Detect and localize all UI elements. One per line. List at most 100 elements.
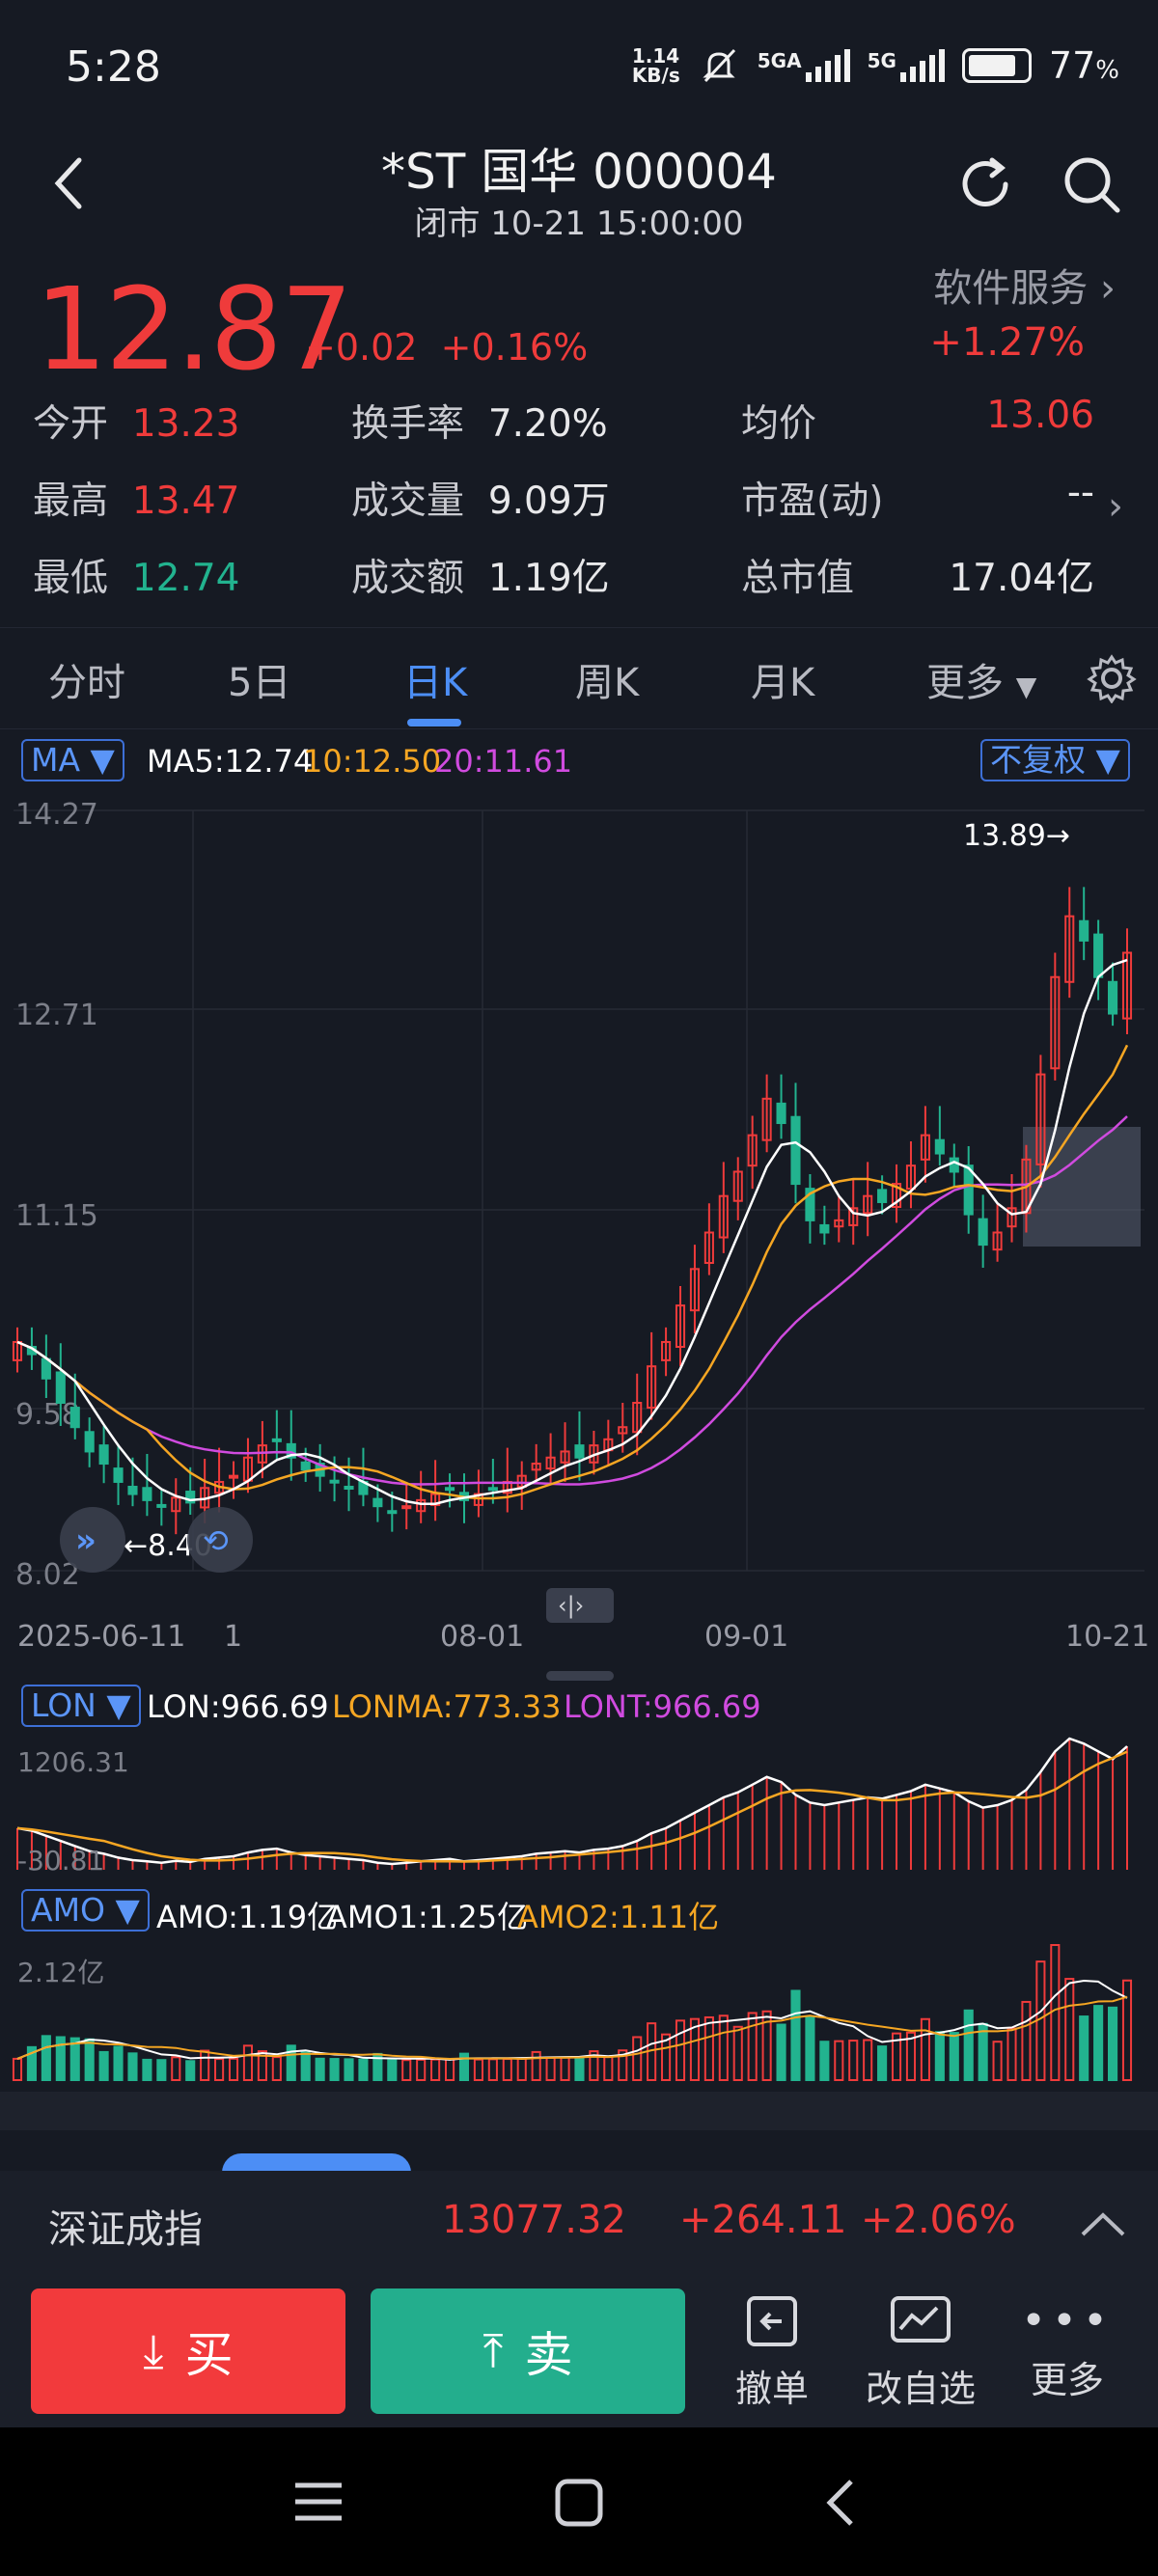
candle-body bbox=[790, 1115, 801, 1186]
cancel-order-button[interactable]: 撤单 bbox=[704, 2292, 840, 2412]
amo-bar bbox=[934, 2031, 945, 2082]
candle-body bbox=[647, 1365, 657, 1410]
buy-button[interactable]: ⤓ 买 bbox=[31, 2288, 345, 2414]
index-ticker[interactable]: 深证成指 13077.32 +264.11 +2.06% bbox=[0, 2171, 1158, 2277]
amo-bar bbox=[891, 2032, 902, 2081]
candle-body bbox=[992, 1231, 1003, 1251]
open-label: 今开 bbox=[33, 402, 109, 446]
net-speed: 1.14 KB/s bbox=[632, 46, 680, 85]
candle-body bbox=[300, 1461, 311, 1471]
search-icon[interactable] bbox=[1060, 152, 1123, 216]
active-tab-indicator bbox=[407, 719, 461, 726]
home-icon[interactable] bbox=[552, 2476, 606, 2530]
tab-monthly-k[interactable]: 月K bbox=[751, 661, 815, 705]
tab-weekly-k[interactable]: 周K bbox=[575, 661, 640, 705]
lonma-line bbox=[16, 1750, 1128, 1863]
period-tabs: 分时 5日 日K 周K 月K 更多 ▼ bbox=[0, 627, 1158, 729]
tab-more[interactable]: 更多 ▼ bbox=[926, 651, 1036, 707]
tab-5day[interactable]: 5日 bbox=[228, 661, 291, 705]
amo-bar bbox=[1064, 1978, 1075, 2082]
amo-bar bbox=[603, 2056, 614, 2081]
candle-body bbox=[372, 1497, 383, 1508]
candle-body bbox=[934, 1138, 945, 1155]
candle-body bbox=[1050, 975, 1061, 1070]
back-icon[interactable] bbox=[48, 154, 87, 212]
edit-watchlist-button[interactable]: 改自选 bbox=[853, 2292, 988, 2412]
lon-bars bbox=[16, 1739, 1128, 1870]
index-value: 13077.32 bbox=[442, 2198, 626, 2242]
amo-bar bbox=[214, 2058, 225, 2081]
net-speed-value: 1.14 bbox=[631, 44, 680, 68]
amo-bar bbox=[1079, 2015, 1089, 2082]
refresh-icon[interactable] bbox=[953, 152, 1017, 216]
panel-resize-handle bbox=[546, 1671, 614, 1681]
caret-down-icon: ▼ bbox=[1095, 741, 1120, 779]
amo-bar bbox=[863, 2039, 873, 2082]
chevron-right-icon[interactable]: › bbox=[1108, 484, 1123, 529]
amo-line bbox=[16, 1979, 1128, 2061]
more-button[interactable]: ••• 更多 bbox=[1000, 2292, 1135, 2403]
amo-legend: AMO:1.19亿 bbox=[156, 1899, 339, 1935]
high-value: 13.47 bbox=[131, 480, 240, 523]
candle-body bbox=[185, 1491, 196, 1504]
more-label: 更多 bbox=[1030, 2359, 1104, 2401]
candle-body bbox=[142, 1487, 152, 1501]
amo-bar bbox=[502, 2058, 512, 2081]
amo-bar bbox=[156, 2059, 167, 2081]
chevron-up-icon[interactable] bbox=[1079, 2209, 1127, 2238]
amo-bar bbox=[416, 2058, 427, 2082]
ma-selector-label: MA bbox=[31, 741, 81, 779]
lon-selector[interactable]: LON ▼ bbox=[21, 1685, 141, 1727]
amo-bar bbox=[286, 2044, 296, 2082]
ma5-legend: MA5:12.74 bbox=[147, 743, 314, 780]
amo-bar bbox=[805, 2015, 815, 2081]
pe-row[interactable]: 市盈(动) -- bbox=[741, 471, 1094, 525]
candle-body bbox=[747, 1134, 758, 1167]
sector-change: +1.27% bbox=[929, 320, 1085, 365]
mute-bell-icon bbox=[703, 48, 735, 83]
sector-link[interactable]: 软件服务 › bbox=[933, 257, 1116, 313]
amo-selector-label: AMO bbox=[31, 1891, 106, 1929]
more-dots-icon: ••• bbox=[1021, 2296, 1114, 2345]
adjust-selector-label: 不复权 bbox=[990, 741, 1086, 779]
candle-body bbox=[905, 1165, 917, 1191]
candle-body bbox=[920, 1134, 930, 1161]
avg-label: 均价 bbox=[741, 402, 817, 446]
amo-bar bbox=[963, 2009, 974, 2081]
page-title: *ST 国华 000004 bbox=[381, 144, 777, 200]
candle-body bbox=[978, 1218, 988, 1247]
kline-chart[interactable]: 14.27 12.71 11.15 9.58 8.02 13.89→ ←8.40… bbox=[0, 791, 1158, 2084]
cancel-order-label: 撤单 bbox=[734, 2368, 809, 2410]
amo-selector[interactable]: AMO ▼ bbox=[21, 1889, 150, 1932]
candle-body bbox=[1006, 1207, 1017, 1228]
y-label-min: 8.02 bbox=[15, 1558, 80, 1592]
candle-body bbox=[574, 1444, 585, 1459]
amo-bar bbox=[1093, 2005, 1104, 2082]
tab-daily-k[interactable]: 日K bbox=[403, 661, 468, 705]
price-change: +0.02 +0.16% bbox=[305, 326, 588, 369]
watchlist-icon bbox=[891, 2296, 951, 2343]
lon-legend: LON:966.69 bbox=[147, 1688, 329, 1725]
candle-body bbox=[718, 1194, 729, 1239]
settings-gear-icon[interactable] bbox=[1087, 653, 1137, 703]
candle-body bbox=[444, 1487, 455, 1492]
amo-bar bbox=[487, 2058, 498, 2082]
tab-intraday[interactable]: 分时 bbox=[48, 661, 125, 705]
back-nav-icon[interactable] bbox=[820, 2476, 859, 2530]
sell-button[interactable]: ⤒ 卖 bbox=[371, 2288, 685, 2414]
x-label-end: 10-21 bbox=[1065, 1620, 1149, 1654]
adjust-selector[interactable]: 不复权 ▼ bbox=[980, 739, 1130, 781]
recent-apps-icon[interactable] bbox=[290, 2478, 347, 2526]
signal-1-icon: 5GA bbox=[758, 49, 850, 82]
avg-value: 13.06 bbox=[986, 394, 1094, 437]
candle-body bbox=[834, 1219, 844, 1228]
amount-row: 成交额 1.19亿 bbox=[351, 548, 610, 602]
ma-selector[interactable]: MA ▼ bbox=[21, 739, 124, 781]
amo-bar bbox=[761, 2010, 772, 2081]
amo2-line bbox=[16, 1995, 1128, 2061]
amo-bar bbox=[790, 1989, 801, 2081]
candle-body bbox=[127, 1486, 138, 1495]
amo-bar bbox=[444, 2058, 455, 2082]
amo-bar bbox=[732, 2025, 743, 2081]
last-price: 12.87 bbox=[35, 262, 353, 396]
